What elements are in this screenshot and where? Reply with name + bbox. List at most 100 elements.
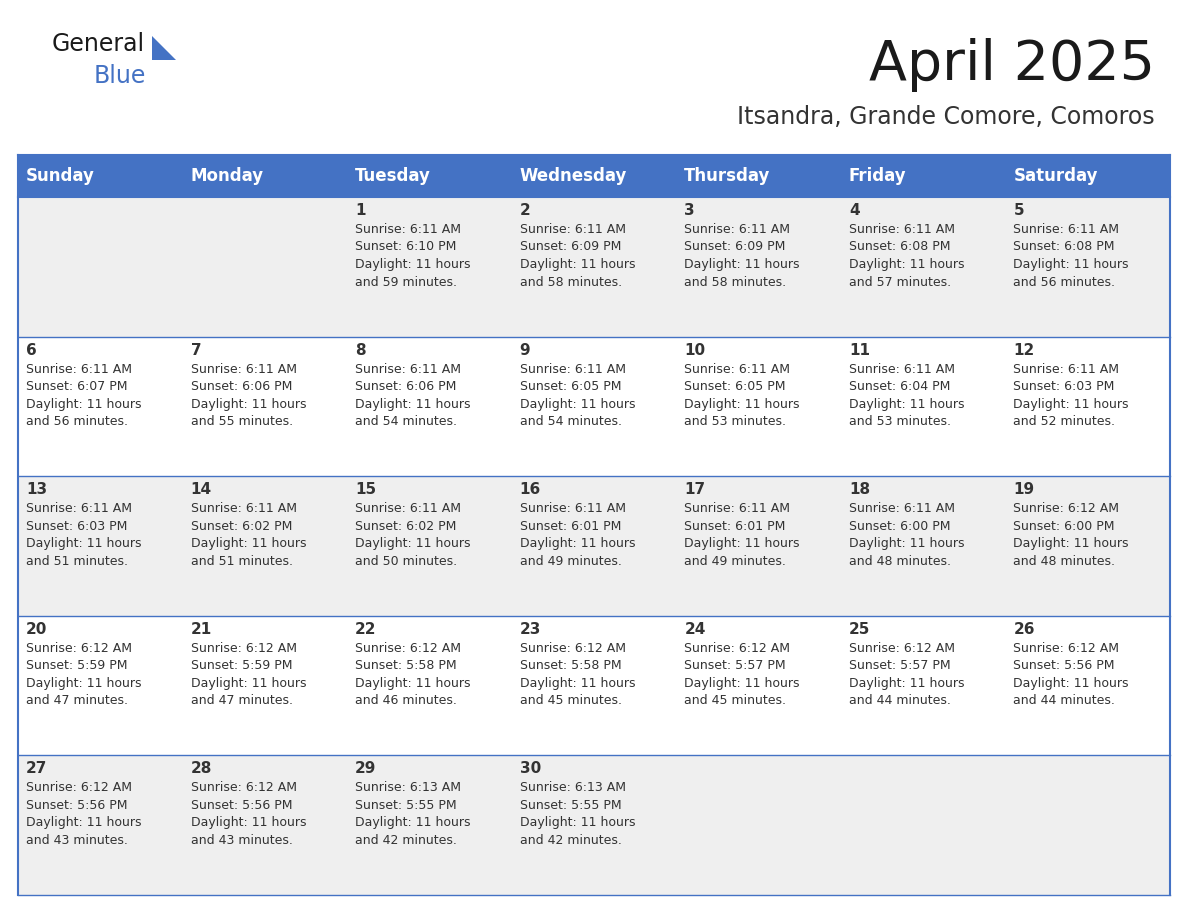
Text: Sunrise: 6:11 AM: Sunrise: 6:11 AM [519, 502, 626, 515]
Text: and 49 minutes.: and 49 minutes. [519, 554, 621, 567]
Text: Wednesday: Wednesday [519, 167, 627, 185]
Bar [18, 616, 1170, 756]
Text: Friday: Friday [849, 167, 906, 185]
Text: Sunrise: 6:11 AM: Sunrise: 6:11 AM [849, 223, 955, 236]
Bar [18, 337, 1170, 476]
Text: and 58 minutes.: and 58 minutes. [519, 275, 621, 288]
Text: Daylight: 11 hours: Daylight: 11 hours [1013, 677, 1129, 689]
Text: 21: 21 [190, 621, 211, 637]
Text: Daylight: 11 hours: Daylight: 11 hours [849, 537, 965, 550]
Text: Sunset: 5:59 PM: Sunset: 5:59 PM [190, 659, 292, 672]
Text: and 45 minutes.: and 45 minutes. [519, 694, 621, 707]
Text: 16: 16 [519, 482, 541, 498]
Text: 10: 10 [684, 342, 706, 358]
Text: Sunrise: 6:12 AM: Sunrise: 6:12 AM [355, 642, 461, 655]
Text: 4: 4 [849, 203, 859, 218]
Text: Sunset: 6:03 PM: Sunset: 6:03 PM [26, 520, 127, 532]
Text: Daylight: 11 hours: Daylight: 11 hours [190, 677, 307, 689]
Text: Sunset: 6:09 PM: Sunset: 6:09 PM [684, 241, 785, 253]
Text: 18: 18 [849, 482, 870, 498]
Text: and 47 minutes.: and 47 minutes. [26, 694, 128, 707]
Text: Sunrise: 6:11 AM: Sunrise: 6:11 AM [684, 363, 790, 375]
Text: Sunset: 6:04 PM: Sunset: 6:04 PM [849, 380, 950, 393]
Text: 23: 23 [519, 621, 541, 637]
Text: 25: 25 [849, 621, 871, 637]
Text: 27: 27 [26, 761, 48, 777]
Text: Daylight: 11 hours: Daylight: 11 hours [1013, 397, 1129, 410]
Text: Sunrise: 6:11 AM: Sunrise: 6:11 AM [684, 502, 790, 515]
Text: 20: 20 [26, 621, 48, 637]
Text: and 42 minutes.: and 42 minutes. [519, 834, 621, 847]
Text: 17: 17 [684, 482, 706, 498]
Text: 11: 11 [849, 342, 870, 358]
Text: 22: 22 [355, 621, 377, 637]
Text: Sunset: 5:56 PM: Sunset: 5:56 PM [1013, 659, 1114, 672]
Text: Sunrise: 6:11 AM: Sunrise: 6:11 AM [684, 223, 790, 236]
Text: Blue: Blue [94, 64, 146, 88]
Text: Sunrise: 6:11 AM: Sunrise: 6:11 AM [26, 502, 132, 515]
Text: Sunset: 5:58 PM: Sunset: 5:58 PM [355, 659, 456, 672]
Text: and 57 minutes.: and 57 minutes. [849, 275, 950, 288]
Text: Daylight: 11 hours: Daylight: 11 hours [849, 677, 965, 689]
Text: Daylight: 11 hours: Daylight: 11 hours [26, 677, 141, 689]
Text: General: General [52, 32, 145, 56]
Text: Sunrise: 6:12 AM: Sunrise: 6:12 AM [26, 781, 132, 794]
Text: Sunset: 6:07 PM: Sunset: 6:07 PM [26, 380, 127, 393]
Text: 24: 24 [684, 621, 706, 637]
Text: and 54 minutes.: and 54 minutes. [519, 415, 621, 428]
Text: Sunrise: 6:11 AM: Sunrise: 6:11 AM [355, 223, 461, 236]
Text: and 43 minutes.: and 43 minutes. [190, 834, 292, 847]
Text: Sunrise: 6:11 AM: Sunrise: 6:11 AM [519, 363, 626, 375]
Text: Daylight: 11 hours: Daylight: 11 hours [26, 397, 141, 410]
Text: Daylight: 11 hours: Daylight: 11 hours [355, 816, 470, 829]
Text: and 51 minutes.: and 51 minutes. [26, 554, 128, 567]
Text: 29: 29 [355, 761, 377, 777]
Text: Sunrise: 6:12 AM: Sunrise: 6:12 AM [1013, 502, 1119, 515]
Text: Daylight: 11 hours: Daylight: 11 hours [355, 258, 470, 271]
Text: Sunset: 5:55 PM: Sunset: 5:55 PM [355, 799, 456, 812]
Text: and 51 minutes.: and 51 minutes. [190, 554, 292, 567]
Text: Sunrise: 6:13 AM: Sunrise: 6:13 AM [355, 781, 461, 794]
Text: Daylight: 11 hours: Daylight: 11 hours [1013, 537, 1129, 550]
Text: and 49 minutes.: and 49 minutes. [684, 554, 786, 567]
Text: Sunset: 6:01 PM: Sunset: 6:01 PM [519, 520, 621, 532]
Bar [18, 197, 1170, 337]
Text: Daylight: 11 hours: Daylight: 11 hours [190, 397, 307, 410]
Text: and 58 minutes.: and 58 minutes. [684, 275, 786, 288]
Text: Thursday: Thursday [684, 167, 771, 185]
Text: Sunset: 6:03 PM: Sunset: 6:03 PM [1013, 380, 1114, 393]
Text: and 45 minutes.: and 45 minutes. [684, 694, 786, 707]
Text: Daylight: 11 hours: Daylight: 11 hours [684, 258, 800, 271]
Text: Daylight: 11 hours: Daylight: 11 hours [519, 258, 636, 271]
Text: April 2025: April 2025 [868, 38, 1155, 92]
Text: Sunset: 6:09 PM: Sunset: 6:09 PM [519, 241, 621, 253]
Text: Sunset: 6:05 PM: Sunset: 6:05 PM [684, 380, 785, 393]
Text: and 44 minutes.: and 44 minutes. [1013, 694, 1116, 707]
Text: Sunset: 6:08 PM: Sunset: 6:08 PM [1013, 241, 1114, 253]
Text: Daylight: 11 hours: Daylight: 11 hours [519, 397, 636, 410]
Text: Sunday: Sunday [26, 167, 95, 185]
Text: Sunrise: 6:12 AM: Sunrise: 6:12 AM [190, 642, 297, 655]
Text: and 56 minutes.: and 56 minutes. [1013, 275, 1116, 288]
Text: Daylight: 11 hours: Daylight: 11 hours [519, 816, 636, 829]
Text: and 48 minutes.: and 48 minutes. [849, 554, 950, 567]
Text: Daylight: 11 hours: Daylight: 11 hours [355, 537, 470, 550]
Text: Sunset: 6:02 PM: Sunset: 6:02 PM [190, 520, 292, 532]
Text: Daylight: 11 hours: Daylight: 11 hours [849, 258, 965, 271]
Text: 15: 15 [355, 482, 377, 498]
Text: and 53 minutes.: and 53 minutes. [849, 415, 950, 428]
Text: and 47 minutes.: and 47 minutes. [190, 694, 292, 707]
Text: 30: 30 [519, 761, 541, 777]
Text: Itsandra, Grande Comore, Comoros: Itsandra, Grande Comore, Comoros [738, 105, 1155, 129]
Text: Sunrise: 6:11 AM: Sunrise: 6:11 AM [849, 363, 955, 375]
Text: Sunrise: 6:11 AM: Sunrise: 6:11 AM [190, 363, 297, 375]
Text: and 59 minutes.: and 59 minutes. [355, 275, 457, 288]
Text: Daylight: 11 hours: Daylight: 11 hours [355, 677, 470, 689]
Text: Sunset: 5:56 PM: Sunset: 5:56 PM [26, 799, 127, 812]
Text: 26: 26 [1013, 621, 1035, 637]
Text: Sunset: 6:05 PM: Sunset: 6:05 PM [519, 380, 621, 393]
Text: Monday: Monday [190, 167, 264, 185]
Text: 3: 3 [684, 203, 695, 218]
Text: Sunrise: 6:11 AM: Sunrise: 6:11 AM [519, 223, 626, 236]
Text: and 55 minutes.: and 55 minutes. [190, 415, 292, 428]
